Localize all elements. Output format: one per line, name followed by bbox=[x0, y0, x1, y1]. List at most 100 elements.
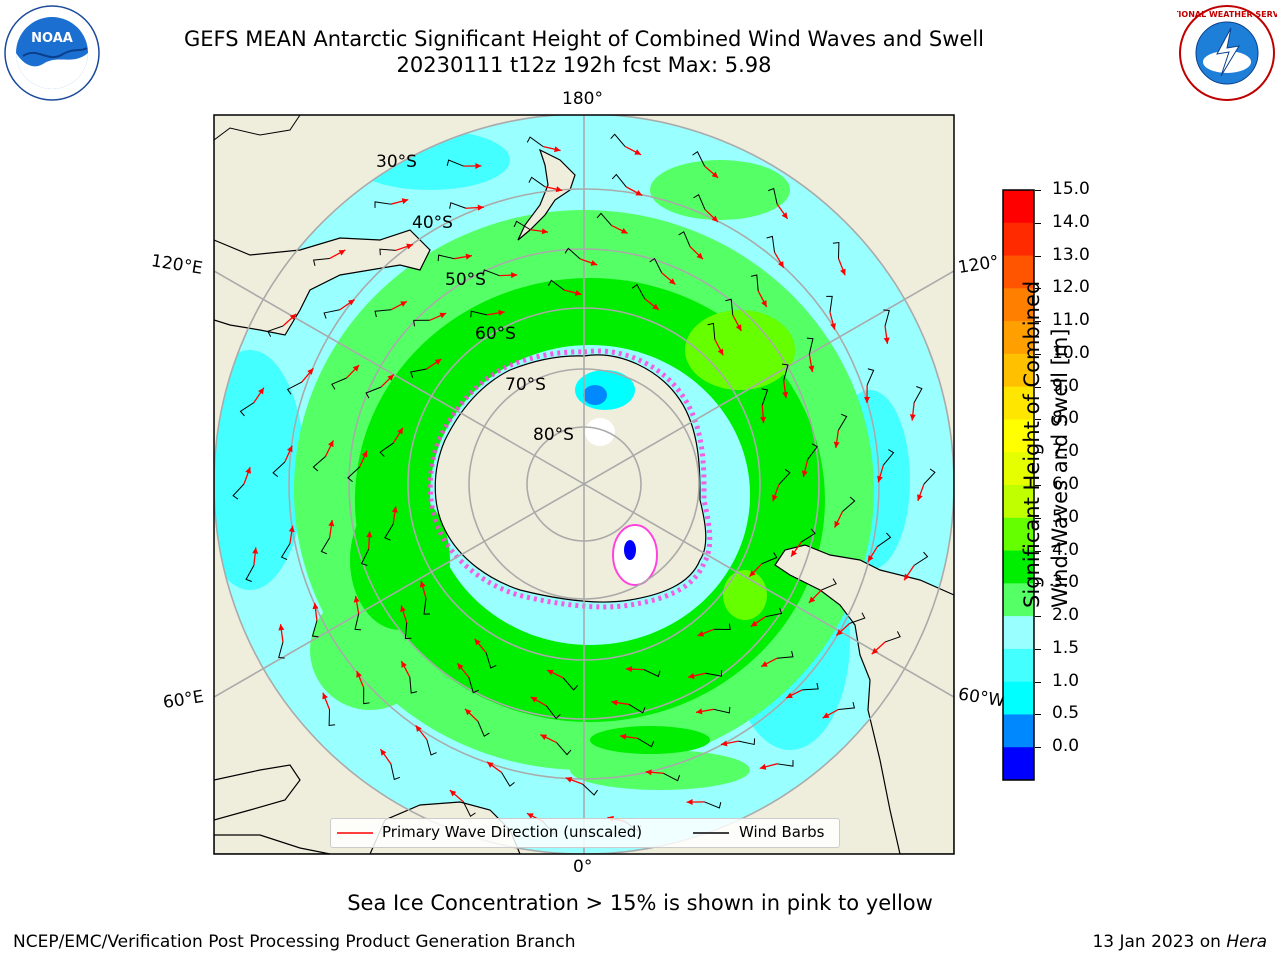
wave-arrow-head bbox=[400, 605, 406, 613]
colorbar-tick-label: 15.0 bbox=[1052, 179, 1090, 199]
wave-arrow-head bbox=[871, 647, 879, 655]
south-america bbox=[774, 544, 954, 854]
wave-arrow-head bbox=[322, 692, 328, 700]
wind-barb bbox=[913, 386, 923, 403]
wave-arrow-head bbox=[867, 555, 874, 562]
wave-arrow-head bbox=[778, 261, 784, 268]
wind-barb bbox=[437, 254, 455, 262]
wind-barb bbox=[379, 248, 396, 256]
wind-barb bbox=[582, 783, 598, 796]
colorbar-tick-label: 7.0 bbox=[1052, 441, 1080, 462]
wave-arrow-head bbox=[449, 790, 457, 797]
colorbar-tick-label: 0.5 bbox=[1052, 703, 1080, 724]
wind-barb bbox=[692, 151, 706, 167]
wave-arrow-head bbox=[555, 186, 563, 193]
colorbar-segment bbox=[1003, 517, 1034, 552]
wave-arrow-head bbox=[864, 396, 871, 403]
wind-barb bbox=[564, 247, 581, 260]
wave-arrow-head bbox=[380, 749, 387, 756]
wave-arrow-head bbox=[781, 212, 788, 219]
wave-arrow-head bbox=[668, 278, 676, 285]
colorbar-segment bbox=[1003, 747, 1034, 781]
colorbar-tick bbox=[1035, 190, 1041, 191]
wave-arrow-head bbox=[909, 414, 916, 421]
colorbar-tick-label: 14.0 bbox=[1052, 211, 1090, 232]
wind-barb bbox=[312, 258, 330, 267]
wind-barb bbox=[384, 523, 394, 541]
wind-barb bbox=[374, 309, 392, 318]
wind-barb bbox=[913, 551, 929, 566]
wind-barb bbox=[807, 443, 818, 460]
wave-arrow-head bbox=[498, 309, 505, 316]
colorbar-tick bbox=[1035, 616, 1041, 618]
noaa-logo-text: NOAA bbox=[31, 31, 73, 46]
wave-arrow-head bbox=[782, 391, 789, 399]
wind-barb bbox=[365, 386, 382, 399]
wind-barb bbox=[776, 650, 794, 659]
wind-barb bbox=[883, 449, 895, 466]
wind-barb bbox=[462, 801, 476, 817]
wind-barb bbox=[426, 739, 437, 756]
colorbar-tick bbox=[1035, 386, 1041, 388]
lat-label-30s: 30°S bbox=[376, 152, 417, 172]
wave-arrow-head bbox=[686, 799, 693, 806]
wave-arrow-head bbox=[245, 467, 251, 474]
wind-barb bbox=[821, 578, 837, 591]
colorbar-segment bbox=[1003, 255, 1034, 289]
lat-label-60s: 60°S bbox=[475, 324, 516, 344]
wind-barb bbox=[360, 548, 370, 566]
wave-arrow-head bbox=[761, 300, 767, 307]
colorbar-label-line2: Wind Waves and Swell [m] bbox=[1048, 328, 1072, 608]
colorbar-segment bbox=[1003, 353, 1034, 388]
colorbar-label: Significant Height of Combined Wind Wave… bbox=[1018, 280, 1078, 608]
wave-arrow-head bbox=[366, 531, 373, 538]
wind-barb bbox=[446, 159, 464, 167]
wave-arrow-head bbox=[415, 725, 422, 732]
wave-arrow-head bbox=[688, 672, 695, 679]
wind-barb bbox=[837, 413, 848, 431]
wind-barb bbox=[750, 274, 759, 292]
wind-barb bbox=[547, 279, 565, 291]
wave-arrow-head bbox=[877, 475, 883, 483]
wave-arrow-head bbox=[735, 324, 742, 332]
wind-barb bbox=[923, 468, 936, 485]
wind-barb bbox=[320, 537, 331, 555]
wind-barb bbox=[331, 377, 347, 390]
wind-barb bbox=[278, 641, 285, 659]
wind-barb bbox=[705, 670, 723, 677]
wind-barb bbox=[866, 368, 875, 386]
colorbar-tick-label: 6.0 bbox=[1052, 474, 1080, 494]
wave-arrow-head bbox=[401, 198, 409, 205]
wave-arrow-head bbox=[917, 494, 923, 501]
africa bbox=[214, 764, 301, 821]
wind-barb bbox=[347, 466, 360, 483]
wind-barb bbox=[643, 669, 661, 678]
map-frame bbox=[213, 114, 955, 855]
wind-barb bbox=[738, 738, 756, 746]
colorbar-tick-label: 4.0 bbox=[1052, 539, 1080, 560]
wind-barb bbox=[826, 295, 833, 313]
footer-date: 13 Jan 2023 on bbox=[1092, 932, 1227, 952]
wind-barb bbox=[883, 309, 890, 327]
wind-barb bbox=[596, 212, 612, 226]
colorbar-segment bbox=[1003, 714, 1034, 748]
wave-arrow-head bbox=[696, 708, 703, 715]
wave-arrow-head bbox=[278, 624, 285, 631]
nws-logo-text: NATIONAL WEATHER SERVICE bbox=[1177, 10, 1277, 19]
colorbar-tick-label: 8.0 bbox=[1052, 408, 1080, 429]
wave-arrow-head bbox=[836, 629, 843, 636]
colorbar-tick bbox=[1035, 517, 1041, 519]
wind-barb bbox=[312, 456, 326, 472]
footer-left: NCEP/EMC/Verification Post Processing Pr… bbox=[13, 932, 576, 952]
wave-arrow-head bbox=[511, 272, 518, 279]
colorbar-segment bbox=[1003, 222, 1034, 257]
colorbar-segment bbox=[1003, 681, 1034, 715]
chart-title: GEFS MEAN Antarctic Significant Height o… bbox=[183, 27, 985, 51]
colorbar-label-line1: Significant Height of Combined bbox=[1020, 280, 1044, 608]
wave-arrow-head bbox=[574, 290, 582, 296]
wave-vectors bbox=[232, 133, 936, 835]
wave-arrow-head bbox=[840, 268, 846, 276]
wave-arrow-head bbox=[834, 520, 840, 528]
wind-barb bbox=[449, 202, 467, 209]
